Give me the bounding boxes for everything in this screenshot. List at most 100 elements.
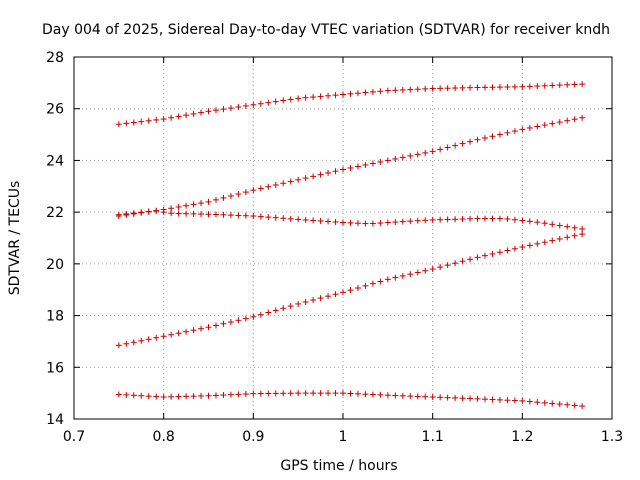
data-point (444, 262, 451, 269)
data-point (392, 87, 399, 94)
data-point (242, 102, 249, 109)
data-point (190, 327, 197, 334)
data-point (369, 280, 376, 287)
x-tick-label: 1.3 (601, 429, 623, 445)
data-point (198, 392, 205, 399)
data-point (265, 390, 272, 397)
data-point (564, 234, 571, 241)
data-point (130, 392, 137, 399)
data-point (452, 85, 459, 92)
data-point (384, 392, 391, 399)
data-point (519, 397, 526, 404)
series-2 (115, 114, 586, 220)
data-point (160, 394, 167, 401)
data-point (115, 211, 122, 218)
data-point (444, 144, 451, 151)
data-point (489, 396, 496, 403)
x-tick-label: 1 (339, 429, 348, 445)
data-point (265, 183, 272, 190)
data-point (474, 136, 481, 143)
data-point (437, 85, 444, 92)
data-point (257, 213, 264, 220)
data-point (534, 399, 541, 406)
data-point (541, 239, 548, 246)
data-point (220, 392, 227, 399)
data-point (549, 400, 556, 407)
data-point (534, 123, 541, 130)
data-point (235, 103, 242, 110)
data-point (138, 337, 145, 344)
data-point (160, 209, 167, 216)
data-point (534, 219, 541, 226)
data-point (407, 218, 414, 225)
axis-ticks: 0.7 0.8 0.9 1 1.1 1.2 1.3 14 16 18 20 22 24 26 28 (46, 50, 623, 445)
data-point (369, 220, 376, 227)
data-point (280, 305, 287, 312)
chart-title: Day 004 of 2025, Sidereal Day-to-day VTE… (42, 22, 610, 38)
data-point (414, 393, 421, 400)
data-point (160, 116, 167, 123)
data-point (130, 339, 137, 346)
data-point (250, 313, 257, 320)
data-point (474, 254, 481, 261)
data-point (452, 142, 459, 149)
data-point (489, 133, 496, 140)
x-tick-label: 1.2 (511, 429, 533, 445)
x-axis-label: GPS time / hours (280, 458, 397, 474)
data-point (272, 307, 279, 314)
data-point (250, 390, 257, 397)
data-point (429, 394, 436, 401)
data-point (392, 274, 399, 281)
data-point (496, 396, 503, 403)
data-point (474, 395, 481, 402)
data-point (377, 278, 384, 285)
data-point (579, 231, 586, 238)
data-point (579, 225, 586, 232)
data-point (399, 392, 406, 399)
data-point (198, 109, 205, 116)
data-point (317, 390, 324, 397)
data-point (526, 124, 533, 131)
data-point (384, 219, 391, 226)
data-point (287, 178, 294, 185)
data-point (519, 217, 526, 224)
data-point (481, 84, 488, 91)
grid-lines (74, 57, 612, 419)
data-point (496, 131, 503, 138)
data-point (369, 88, 376, 95)
data-point (198, 325, 205, 332)
data-point (541, 82, 548, 89)
data-point (414, 151, 421, 158)
data-point (429, 85, 436, 92)
data-point (526, 242, 533, 249)
x-tick-label: 1.1 (422, 429, 444, 445)
data-point (519, 83, 526, 90)
data-point (168, 331, 175, 338)
data-point (257, 311, 264, 318)
data-point (212, 107, 219, 114)
data-point (235, 391, 242, 398)
data-point (205, 324, 212, 331)
data-point (220, 106, 227, 113)
data-point (354, 220, 361, 227)
data-point (556, 401, 563, 408)
data-point (287, 390, 294, 397)
data-point (407, 86, 414, 93)
data-point (123, 210, 130, 217)
data-point (392, 392, 399, 399)
data-point (399, 154, 406, 161)
data-point (407, 393, 414, 400)
data-point (377, 88, 384, 95)
data-point (190, 210, 197, 217)
data-point (242, 212, 249, 219)
y-tick-label: 16 (46, 360, 64, 376)
data-point (317, 295, 324, 302)
data-point (354, 163, 361, 170)
data-point (549, 221, 556, 228)
data-point (392, 219, 399, 226)
data-point (272, 390, 279, 397)
data-point (242, 189, 249, 196)
data-point (325, 169, 332, 176)
data-point (459, 84, 466, 91)
data-point (422, 85, 429, 92)
